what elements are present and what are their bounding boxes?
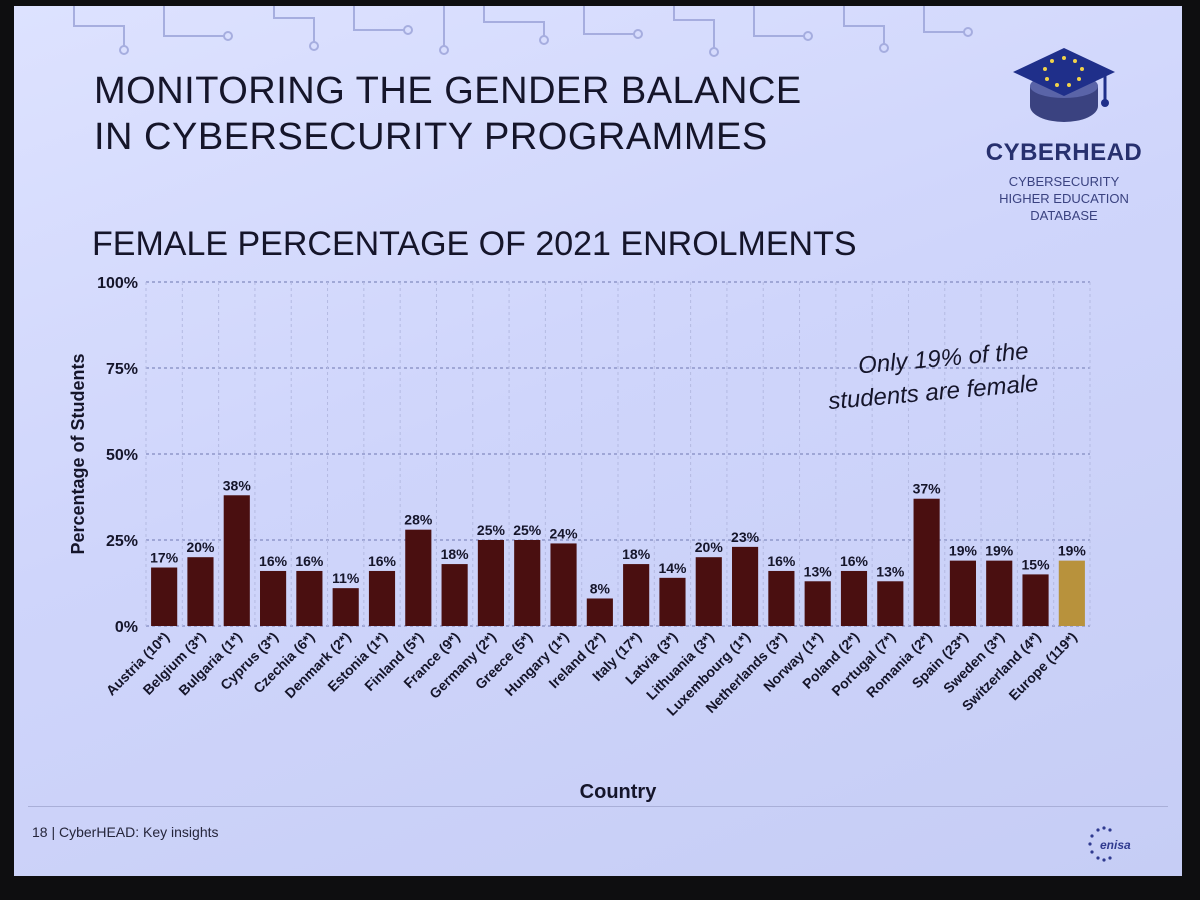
slide: MONITORING THE GENDER BALANCE IN CYBERSE… xyxy=(14,6,1182,876)
bar-chart: 0%25%50%75%100%17%Austria (10*)20%Belgiu… xyxy=(68,275,1091,803)
data-label: 20% xyxy=(186,539,215,555)
bar xyxy=(986,560,1013,626)
logo-tagline-line-3: DATABASE xyxy=(1030,208,1098,223)
data-label: 25% xyxy=(513,522,542,538)
logo-tagline-line-2: HIGHER EDUCATION xyxy=(999,191,1129,206)
enisa-star-ring-icon: enisa xyxy=(1088,826,1131,862)
bar xyxy=(296,570,323,626)
bar xyxy=(949,560,976,626)
y-tick-label: 50% xyxy=(106,447,138,464)
bar xyxy=(477,540,504,626)
bar xyxy=(151,567,178,626)
bar xyxy=(187,557,214,626)
data-label: 18% xyxy=(441,546,470,562)
footer-divider xyxy=(28,806,1168,807)
slide-title-line-2: IN CYBERSECURITY PROGRAMMES xyxy=(94,116,768,158)
bar xyxy=(223,495,250,626)
data-label: 14% xyxy=(658,560,687,576)
data-label: 19% xyxy=(949,543,978,559)
data-label: 28% xyxy=(404,512,433,528)
logo-tagline-line-1: CYBERSECURITY xyxy=(1008,174,1120,189)
bar xyxy=(804,581,831,626)
bar xyxy=(695,557,722,626)
data-label: 38% xyxy=(223,477,252,493)
data-label: 16% xyxy=(767,553,796,569)
bar xyxy=(840,570,868,626)
data-label: 16% xyxy=(259,553,288,569)
logo-name: CYBERHEAD xyxy=(985,139,1143,166)
footer-text: 18 | CyberHEAD: Key insights xyxy=(32,824,219,840)
data-label: 13% xyxy=(804,563,833,579)
bar xyxy=(441,564,468,626)
bar xyxy=(1022,574,1049,626)
y-tick-label: 25% xyxy=(106,533,138,550)
bar xyxy=(368,570,396,626)
chart-subtitle: FEMALE PERCENTAGE OF 2021 ENROLMENTS xyxy=(92,225,857,263)
y-tick-label: 0% xyxy=(115,619,138,636)
data-label: 16% xyxy=(840,553,869,569)
data-label: 37% xyxy=(913,481,942,497)
enisa-logo: enisa xyxy=(1082,824,1138,873)
bar xyxy=(405,529,432,626)
data-label: 24% xyxy=(550,525,579,541)
data-label: 19% xyxy=(985,543,1014,559)
bar xyxy=(332,588,359,626)
data-label: 8% xyxy=(590,580,611,596)
bar xyxy=(623,564,650,626)
y-tick-label: 100% xyxy=(97,275,138,292)
circuit-decoration xyxy=(73,6,973,57)
data-label: 25% xyxy=(477,522,506,538)
bar xyxy=(260,570,287,626)
bar xyxy=(877,581,904,626)
bar xyxy=(768,570,795,626)
data-label: 16% xyxy=(295,553,324,569)
bar xyxy=(586,598,613,626)
data-label: 18% xyxy=(622,546,651,562)
bar xyxy=(514,540,541,626)
data-label: 13% xyxy=(876,563,905,579)
bar xyxy=(1058,560,1085,626)
slide-title: MONITORING THE GENDER BALANCE IN CYBERSE… xyxy=(94,68,802,160)
data-label: 16% xyxy=(368,553,397,569)
data-label: 15% xyxy=(1022,556,1051,572)
y-axis-title: Percentage of Students xyxy=(68,353,88,554)
data-label: 17% xyxy=(150,550,179,566)
x-axis-title: Country xyxy=(580,781,658,803)
bar xyxy=(659,577,686,626)
cyberhead-logo: CYBERHEAD CYBERSECURITY HIGHER EDUCATION… xyxy=(969,42,1159,224)
y-tick-label: 75% xyxy=(106,361,138,378)
bar xyxy=(550,543,577,626)
data-label: 11% xyxy=(332,570,360,586)
slide-title-line-1: MONITORING THE GENDER BALANCE xyxy=(94,70,802,112)
data-label: 20% xyxy=(695,539,724,555)
graduation-cap-icon xyxy=(1013,48,1115,122)
logo-tagline: CYBERSECURITY HIGHER EDUCATION DATABASE xyxy=(969,173,1159,224)
bar xyxy=(732,546,759,626)
enisa-wordmark: enisa xyxy=(1100,838,1131,852)
data-label: 19% xyxy=(1058,543,1087,559)
bar xyxy=(913,498,940,626)
data-label: 23% xyxy=(731,529,760,545)
